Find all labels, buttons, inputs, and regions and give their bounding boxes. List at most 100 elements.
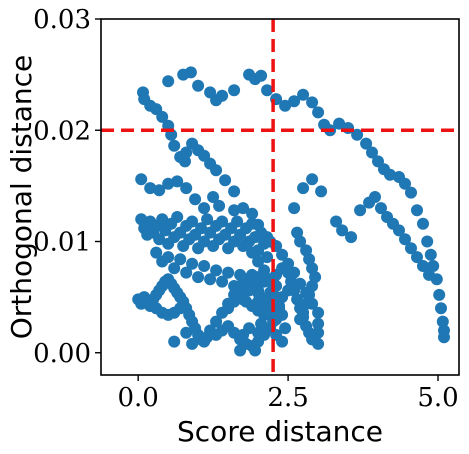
- x-tick-label: 2.5: [267, 383, 308, 413]
- data-point: [198, 260, 211, 272]
- data-point: [156, 110, 169, 123]
- y-axis-label: Orthogonal distance: [5, 55, 38, 340]
- data-point: [369, 191, 381, 203]
- x-axis-label: Score distance: [177, 415, 383, 448]
- data-point: [417, 217, 429, 230]
- data-point: [216, 89, 229, 102]
- data-point: [261, 84, 274, 97]
- data-point: [153, 184, 166, 197]
- data-point: [179, 155, 191, 168]
- data-point: [360, 137, 373, 150]
- data-point: [198, 202, 211, 215]
- data-point: [243, 284, 256, 297]
- data-point: [228, 84, 241, 97]
- data-point: [162, 251, 175, 264]
- data-point: [252, 255, 265, 268]
- data-point: [228, 204, 241, 217]
- data-point: [427, 260, 440, 272]
- data-point: [162, 75, 175, 88]
- data-point: [180, 182, 193, 195]
- data-point: [255, 69, 268, 82]
- data-point: [168, 335, 181, 348]
- data-point: [433, 288, 446, 301]
- data-point: [162, 177, 175, 190]
- data-point: [297, 88, 310, 101]
- data-point: [255, 317, 268, 330]
- data-point: [195, 222, 208, 235]
- plot-frame: [100, 18, 460, 376]
- data-point: [246, 246, 259, 259]
- data-points: [132, 66, 450, 357]
- data-point: [411, 204, 423, 217]
- data-point: [405, 186, 417, 199]
- x-tick-label: 5.0: [417, 383, 458, 413]
- data-point: [393, 224, 405, 237]
- data-point: [210, 164, 223, 177]
- data-point: [186, 215, 199, 228]
- data-point: [174, 302, 187, 315]
- data-point: [255, 226, 268, 239]
- data-point: [156, 213, 169, 226]
- data-point: [291, 226, 304, 239]
- data-point: [216, 275, 229, 288]
- data-point: [399, 177, 411, 190]
- data-point: [417, 260, 429, 272]
- data-point: [186, 257, 199, 270]
- data-point: [399, 233, 411, 246]
- data-point: [366, 146, 378, 159]
- data-point: [210, 264, 223, 277]
- data-point: [213, 199, 226, 212]
- data-point: [231, 215, 244, 228]
- data-point: [135, 173, 148, 186]
- data-point: [411, 251, 423, 264]
- data-point: [288, 202, 301, 215]
- data-point: [333, 117, 346, 130]
- data-point: [258, 264, 271, 277]
- data-point: [216, 215, 229, 228]
- data-point: [237, 202, 250, 215]
- data-point: [405, 242, 417, 255]
- data-point: [243, 322, 256, 335]
- data-point: [186, 337, 199, 350]
- data-point: [276, 335, 289, 348]
- data-point: [306, 333, 319, 346]
- data-point: [168, 139, 181, 152]
- data-point: [180, 146, 193, 159]
- data-point: [375, 202, 387, 215]
- data-point: [276, 308, 289, 321]
- data-point: [330, 215, 343, 228]
- y-tick-label: 0.01: [33, 228, 91, 258]
- data-point: [189, 193, 202, 206]
- data-point: [171, 175, 184, 188]
- data-point: [421, 235, 434, 248]
- data-point: [435, 302, 447, 315]
- x-tick-label: 0.0: [117, 383, 158, 413]
- data-point: [249, 344, 262, 357]
- data-point: [336, 224, 349, 237]
- data-point: [237, 293, 250, 306]
- y-tick-label: 0.02: [33, 116, 91, 146]
- data-point: [184, 66, 197, 79]
- data-point: [198, 235, 211, 248]
- data-point: [300, 244, 313, 257]
- data-point: [192, 271, 205, 284]
- data-point: [171, 211, 184, 223]
- data-point: [192, 79, 205, 92]
- data-point: [345, 231, 358, 244]
- data-point: [246, 217, 259, 230]
- data-point: [384, 168, 396, 181]
- data-point: [288, 95, 301, 108]
- data-point: [423, 268, 435, 281]
- data-point: [351, 128, 364, 141]
- data-point: [279, 99, 292, 112]
- data-point: [153, 233, 166, 246]
- data-point: [207, 191, 220, 203]
- data-point: [150, 246, 163, 259]
- data-point: [438, 331, 450, 344]
- data-point: [180, 266, 193, 279]
- data-point: [180, 326, 193, 339]
- data-point: [204, 273, 217, 286]
- data-point: [261, 251, 274, 264]
- data-point: [312, 306, 325, 319]
